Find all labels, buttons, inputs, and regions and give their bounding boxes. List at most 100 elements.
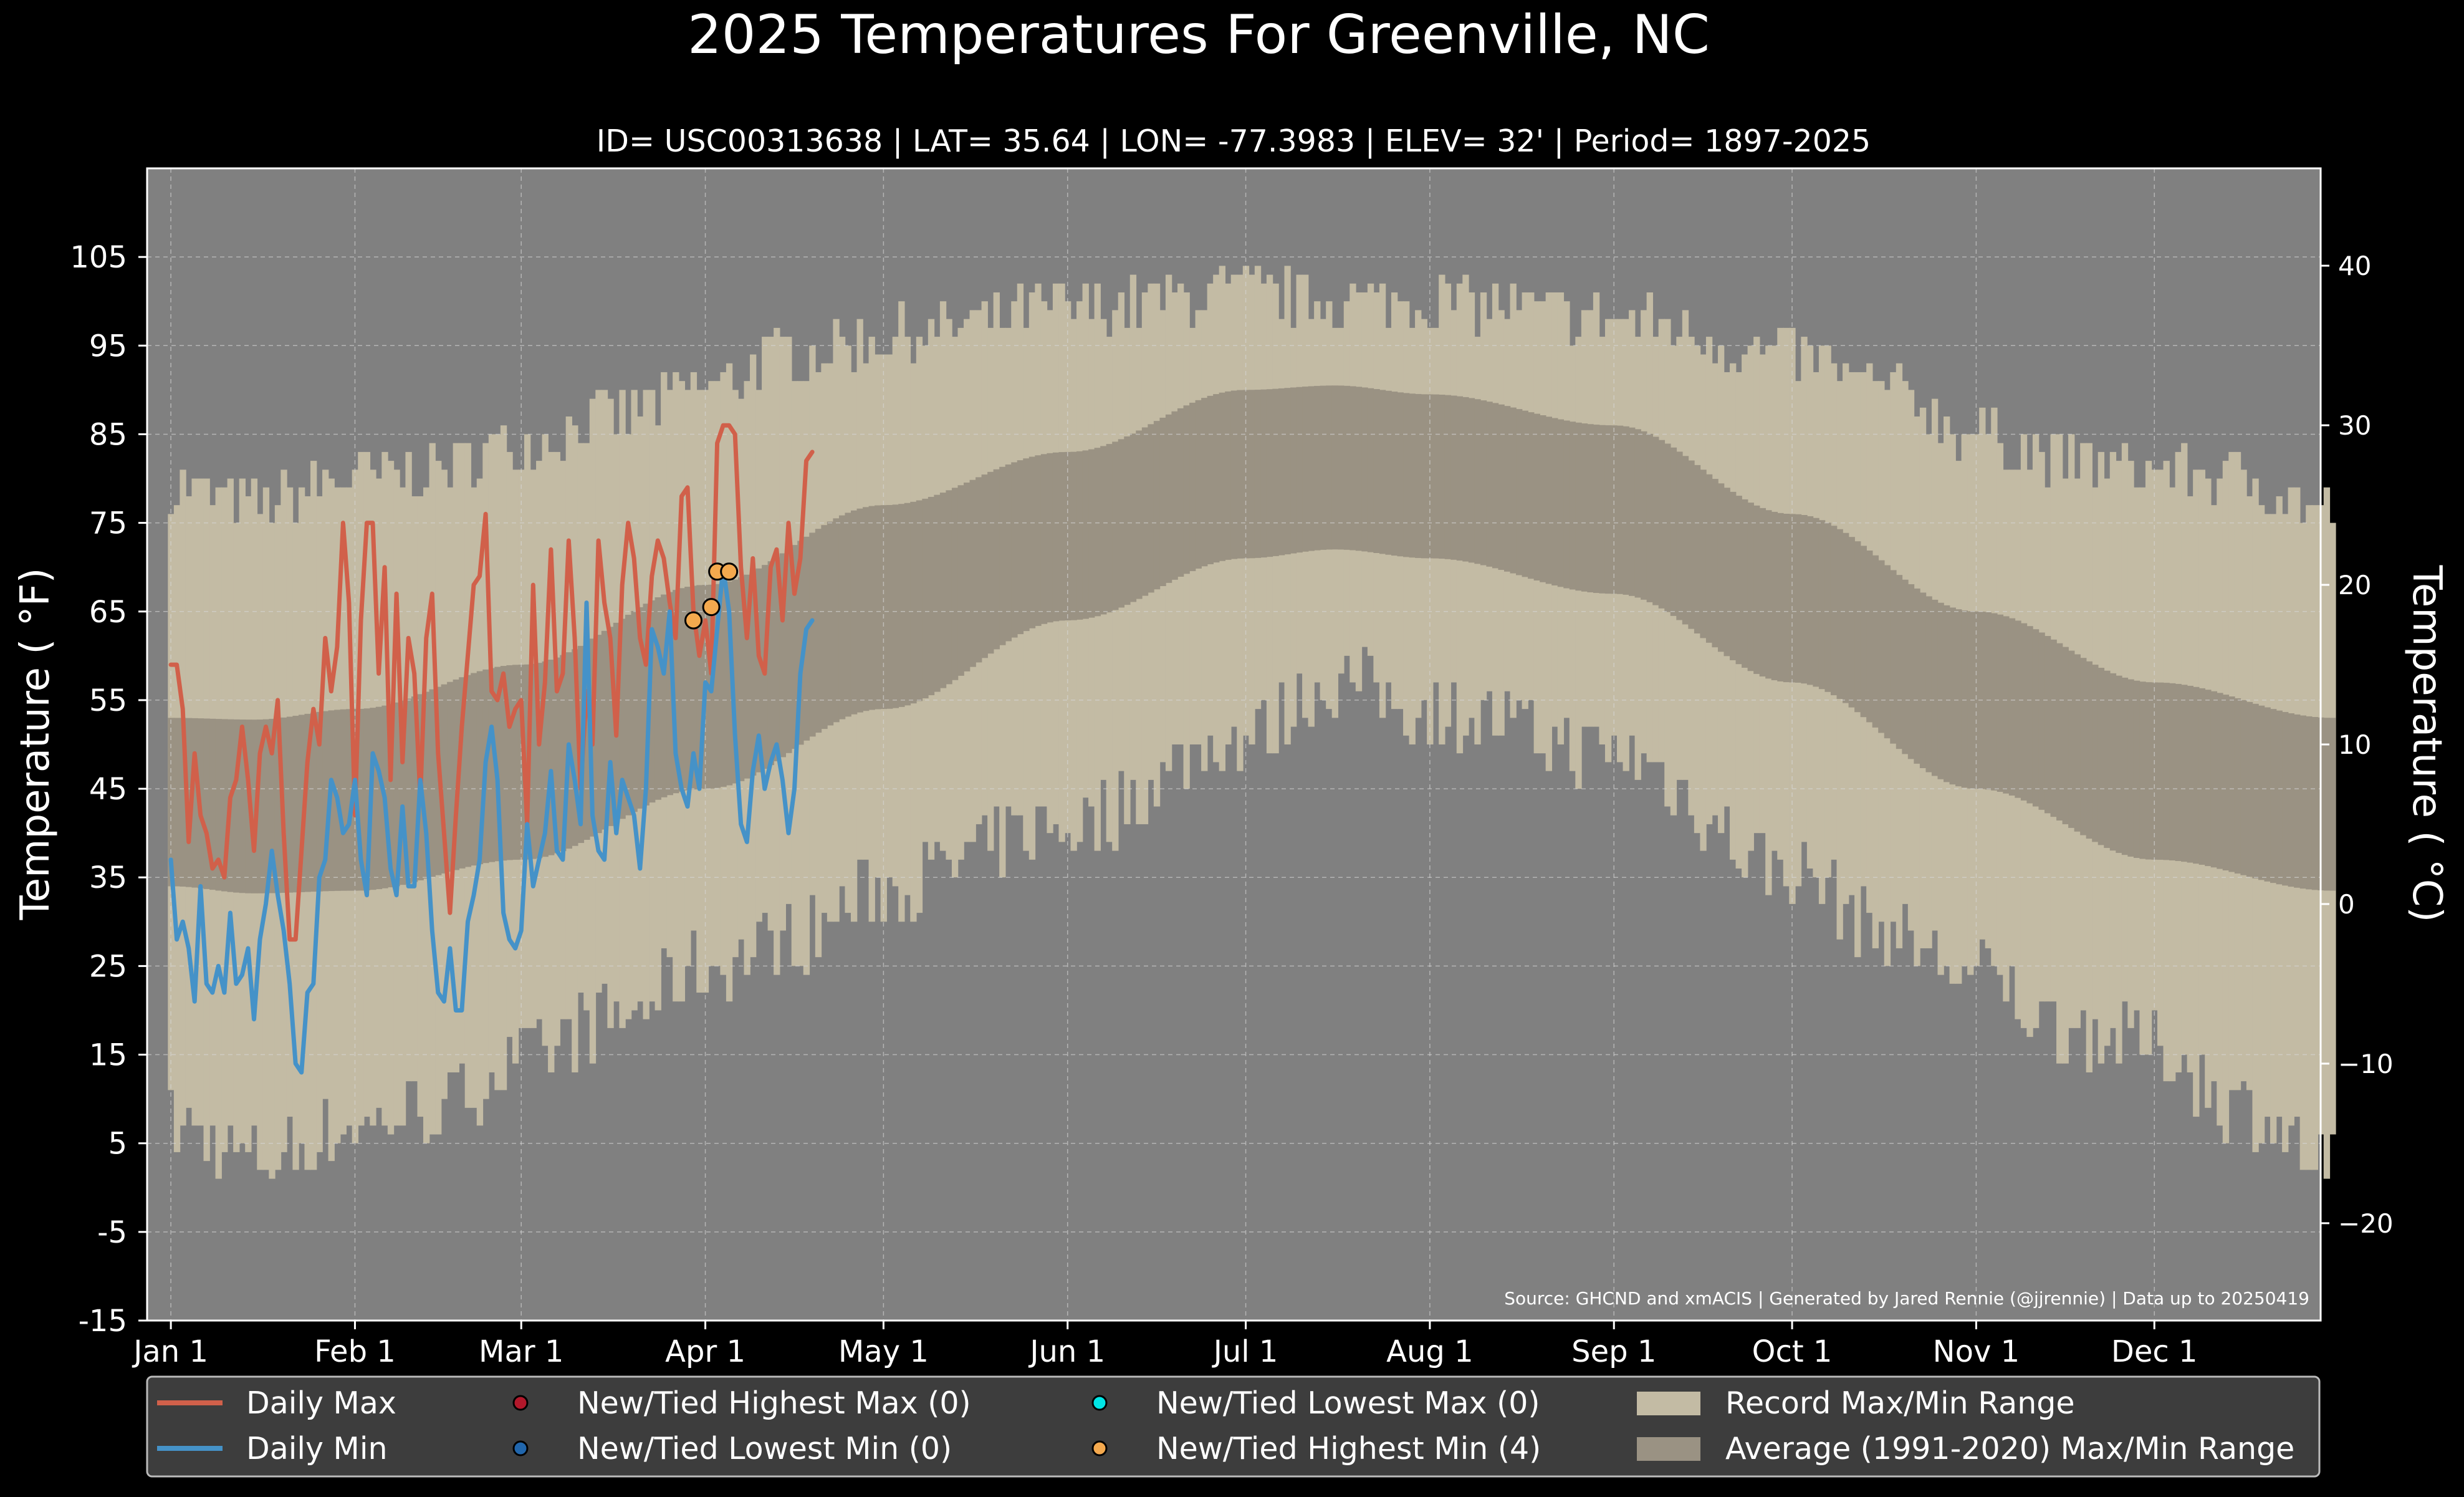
average-range-bar [2282, 711, 2289, 886]
average-range-bar [2163, 683, 2170, 860]
record-markers [684, 562, 739, 630]
average-range-bar [678, 588, 686, 792]
legend-label: New/Tied Highest Max (0) [577, 1385, 971, 1421]
average-range-bar [1688, 460, 1695, 629]
average-range-bar [1587, 424, 1594, 593]
average-range-bar [1801, 515, 1808, 684]
average-range-bar [732, 579, 739, 784]
average-range-bar [1604, 425, 1612, 594]
average-range-bar [1705, 474, 1713, 643]
average-range-bar [1824, 522, 1831, 692]
average-range-bar [1189, 402, 1196, 571]
average-range-bar [1700, 469, 1707, 638]
average-range-bar [1634, 429, 1641, 598]
average-range-bar [2038, 632, 2045, 810]
average-range-bar [2210, 691, 2218, 868]
average-range-bar [750, 571, 757, 776]
average-range-bar [1777, 513, 1784, 681]
legend-label: Average (1991-2020) Max/Min Range [1725, 1431, 2294, 1466]
average-range-bar [1474, 399, 1481, 564]
average-range-bar [1670, 447, 1677, 616]
average-range-bar [1331, 385, 1339, 550]
average-range-bar [423, 691, 430, 879]
average-range-bar [696, 585, 703, 789]
average-range-bar [1213, 394, 1220, 563]
average-range-bar [2252, 703, 2259, 878]
average-range-bar [298, 715, 305, 892]
average-range-bar [1843, 532, 1849, 703]
average-range-bar [1919, 592, 1927, 768]
legend-marker-swatch [512, 1395, 529, 1411]
average-range-bar [934, 494, 941, 692]
average-range-bar [946, 490, 952, 685]
average-range-bar [2258, 705, 2265, 880]
average-range-bar [1872, 555, 1879, 728]
average-range-bar [1818, 520, 1826, 690]
average-range-bar [964, 482, 971, 671]
average-range-bar [2044, 636, 2051, 814]
x-tick-label: Jun 1 [1028, 1334, 1105, 1369]
average-range-bar [850, 510, 858, 715]
average-range-bar [1409, 393, 1416, 558]
average-range-bar [1201, 398, 1208, 567]
average-range-bar [595, 635, 602, 834]
average-range-bar [1575, 422, 1582, 591]
average-range-bar [1302, 387, 1309, 552]
average-range-bar [1836, 529, 1843, 700]
average-range-bar [1742, 499, 1748, 668]
average-range-bar [838, 515, 846, 720]
average-range-bar [845, 513, 851, 717]
average-range-bar [340, 709, 347, 891]
average-range-bar [257, 720, 264, 893]
average-range-bar [1254, 390, 1262, 558]
x-tick-label: Nov 1 [1933, 1334, 2020, 1369]
average-range-bar [737, 577, 745, 781]
average-range-bar [2092, 665, 2099, 842]
average-range-bar [286, 716, 294, 893]
left-tick-label: 65 [89, 595, 127, 630]
average-range-bar [643, 604, 650, 806]
average-range-bar [2306, 716, 2313, 890]
average-range-bar [863, 507, 870, 711]
left-y-axis: 105 95 85 75 65 55 45 35 25 15 5 -5 -15 [70, 240, 147, 1339]
average-range-bar [1017, 460, 1024, 635]
average-range-bar [785, 549, 792, 753]
average-range-bar [2198, 688, 2206, 865]
average-range-bar [726, 581, 733, 786]
average-range-bar [1902, 579, 1909, 754]
average-range-bar [1498, 404, 1505, 570]
average-range-bar [180, 718, 186, 887]
average-range-bar [239, 720, 246, 893]
average-range-bar [506, 665, 513, 860]
average-range-bar [1415, 393, 1422, 558]
average-range-bar [2193, 686, 2200, 864]
average-range-bar [2234, 698, 2241, 874]
average-range-bar [1141, 427, 1149, 596]
average-range-bar [875, 505, 881, 710]
average-range-bar [1225, 391, 1232, 560]
average-range-bar [1444, 395, 1452, 559]
average-range-bar [1040, 454, 1048, 624]
average-range-bar [304, 713, 311, 892]
average-range-bar [720, 582, 727, 787]
average-range-bar [904, 503, 911, 706]
plot-area: Source: GHCND and xmACIS | Generated by … [146, 167, 2336, 1322]
average-range-bar [1765, 510, 1772, 679]
average-range-bar [2139, 681, 2146, 859]
right-tick-label: 40 [2338, 251, 2371, 281]
average-range-bar [1195, 400, 1202, 569]
average-range-bar [2074, 654, 2081, 832]
x-tick-label: Aug 1 [1386, 1334, 1474, 1369]
average-range-bar [459, 677, 466, 869]
average-range-bar [221, 719, 228, 892]
y-axis-label-left: Temperature ( °F) [12, 568, 59, 921]
left-tick-label: 95 [89, 329, 127, 363]
average-range-bar [251, 720, 258, 893]
average-range-bar [399, 700, 406, 885]
average-range-bar [1183, 405, 1190, 574]
average-range-bar [2145, 682, 2152, 860]
average-range-bar [1563, 420, 1570, 589]
average-range-bar [868, 506, 875, 710]
legend-label: Record Max/Min Range [1725, 1385, 2075, 1421]
